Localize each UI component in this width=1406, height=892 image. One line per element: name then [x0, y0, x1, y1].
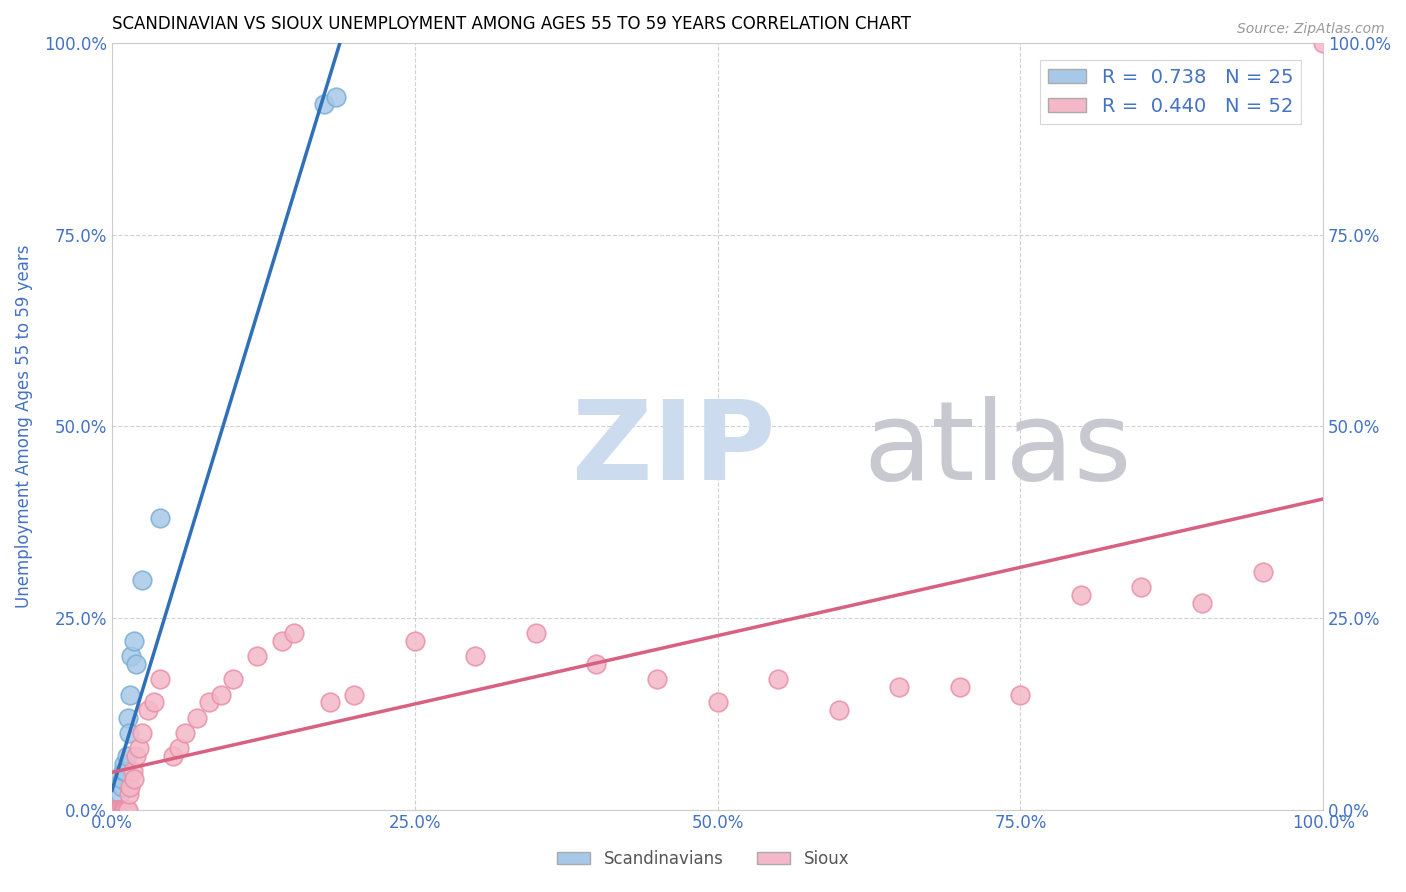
- Point: [128, 741, 150, 756]
- Point: [125, 748, 148, 763]
- Point: [104, 803, 127, 817]
- Point: [110, 803, 132, 817]
- Point: [209, 688, 232, 702]
- Point: [111, 764, 134, 779]
- Point: [706, 695, 728, 709]
- Point: [104, 803, 127, 817]
- Point: [198, 695, 221, 709]
- Legend: R =  0.738   N = 25, R =  0.440   N = 52: R = 0.738 N = 25, R = 0.440 N = 52: [1040, 61, 1302, 124]
- Text: ZIP: ZIP: [572, 396, 776, 503]
- Point: [766, 672, 789, 686]
- Point: [103, 803, 125, 817]
- Point: [108, 803, 131, 817]
- Point: [270, 633, 292, 648]
- Point: [104, 803, 127, 817]
- Point: [167, 741, 190, 756]
- Point: [889, 680, 911, 694]
- Point: [114, 803, 136, 817]
- Point: [105, 803, 128, 817]
- Point: [325, 89, 347, 103]
- Text: SCANDINAVIAN VS SIOUX UNEMPLOYMENT AMONG AGES 55 TO 59 YEARS CORRELATION CHART: SCANDINAVIAN VS SIOUX UNEMPLOYMENT AMONG…: [112, 15, 911, 33]
- Point: [107, 803, 129, 817]
- Point: [173, 726, 195, 740]
- Point: [143, 695, 166, 709]
- Point: [1312, 36, 1334, 50]
- Point: [118, 787, 141, 801]
- Point: [125, 657, 148, 671]
- Point: [246, 649, 269, 664]
- Point: [1070, 588, 1092, 602]
- Point: [122, 772, 145, 786]
- Point: [107, 803, 129, 817]
- Point: [105, 803, 128, 817]
- Point: [827, 703, 849, 717]
- Point: [120, 688, 142, 702]
- Point: [118, 726, 141, 740]
- Point: [312, 97, 335, 112]
- Point: [120, 649, 142, 664]
- Point: [149, 672, 172, 686]
- Point: [117, 803, 139, 817]
- Point: [121, 764, 143, 779]
- Point: [107, 803, 129, 817]
- Y-axis label: Unemployment Among Ages 55 to 59 years: Unemployment Among Ages 55 to 59 years: [15, 244, 32, 608]
- Point: [117, 710, 139, 724]
- Point: [319, 695, 342, 709]
- Point: [136, 703, 159, 717]
- Point: [283, 626, 305, 640]
- Point: [131, 573, 153, 587]
- Point: [1191, 595, 1213, 609]
- Point: [149, 511, 172, 525]
- Point: [122, 633, 145, 648]
- Text: atlas: atlas: [863, 396, 1132, 503]
- Point: [104, 803, 127, 817]
- Point: [186, 710, 208, 724]
- Point: [108, 803, 131, 817]
- Point: [111, 780, 134, 794]
- Text: Source: ZipAtlas.com: Source: ZipAtlas.com: [1237, 22, 1385, 37]
- Point: [645, 672, 668, 686]
- Point: [114, 764, 136, 779]
- Point: [120, 780, 142, 794]
- Point: [1010, 688, 1032, 702]
- Point: [107, 803, 129, 817]
- Point: [111, 803, 134, 817]
- Point: [1130, 580, 1153, 594]
- Point: [1251, 565, 1274, 579]
- Point: [115, 748, 138, 763]
- Point: [111, 772, 134, 786]
- Point: [464, 649, 486, 664]
- Point: [585, 657, 607, 671]
- Point: [112, 803, 135, 817]
- Point: [162, 748, 184, 763]
- Point: [343, 688, 366, 702]
- Point: [111, 803, 134, 817]
- Point: [110, 787, 132, 801]
- Point: [222, 672, 245, 686]
- Point: [115, 803, 138, 817]
- Point: [131, 726, 153, 740]
- Point: [524, 626, 547, 640]
- Point: [105, 803, 128, 817]
- Point: [103, 803, 125, 817]
- Legend: Scandinavians, Sioux: Scandinavians, Sioux: [550, 844, 856, 875]
- Point: [404, 633, 426, 648]
- Point: [949, 680, 972, 694]
- Point: [112, 756, 135, 771]
